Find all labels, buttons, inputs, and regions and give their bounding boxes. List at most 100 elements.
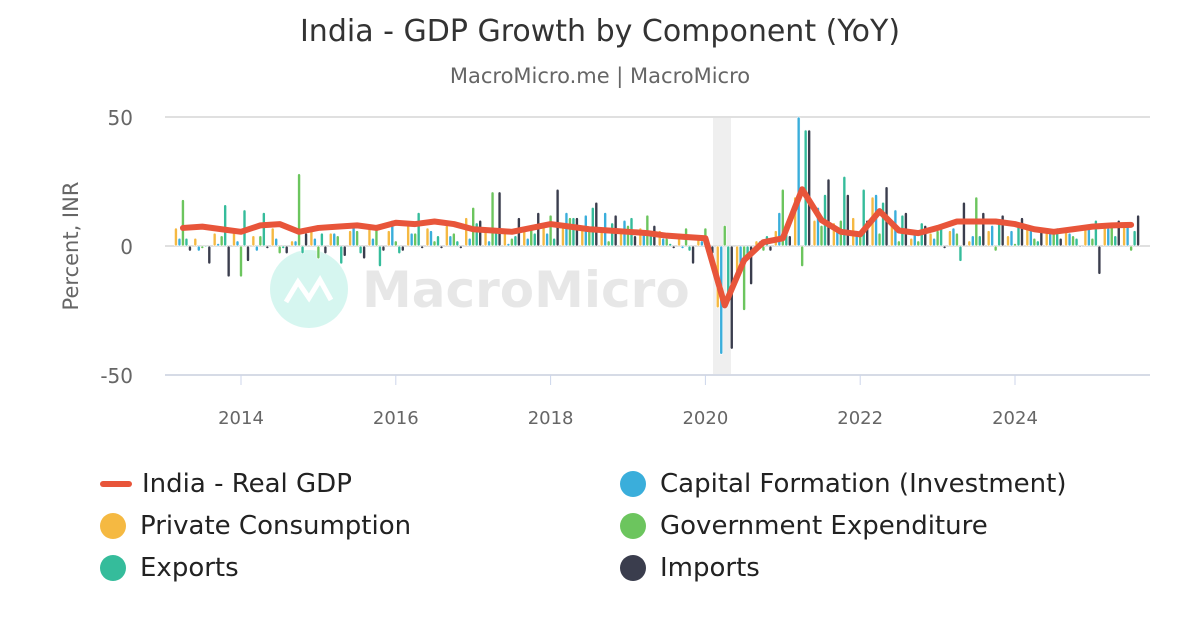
bar-capital-formation-investment- [467, 237, 472, 247]
bar-capital-formation-investment- [525, 237, 530, 247]
bar-government-expenditure [510, 237, 514, 247]
watermark-logo-mark [283, 275, 334, 304]
bar-private-consumption [522, 230, 527, 247]
bar-imports [207, 245, 212, 265]
bar-capital-formation-investment- [951, 227, 956, 247]
x-tick-label: 2020 [682, 408, 728, 429]
bar-government-expenditure [393, 240, 398, 247]
legend-label: Imports [660, 553, 760, 583]
bar-exports [532, 232, 537, 247]
bar-exports [474, 222, 479, 247]
bar-imports [246, 245, 250, 262]
bar-private-consumption [445, 225, 449, 247]
legend-item[interactable]: India - Real GDP [100, 469, 352, 499]
bar-government-expenditure [993, 245, 998, 252]
bar-exports [881, 201, 885, 247]
bar-imports [807, 129, 811, 247]
bar-capital-formation-investment- [313, 237, 317, 247]
bar-private-consumption [270, 227, 275, 247]
bar-government-expenditure [297, 173, 301, 247]
bar-government-expenditure [1090, 237, 1095, 247]
bar-capital-formation-investment- [429, 230, 433, 247]
legend-label: India - Real GDP [142, 469, 352, 499]
bar-imports [478, 219, 483, 247]
bar-exports [1074, 237, 1079, 247]
bar-imports [787, 235, 792, 247]
bar-government-expenditure [277, 245, 282, 255]
bar-private-consumption [251, 235, 256, 247]
legend-item[interactable]: Government Expenditure [620, 511, 988, 541]
y-axis-label: Percent, INR [59, 182, 83, 311]
bar-exports [378, 245, 382, 267]
chart-title: India - GDP Growth by Component (YoY) [299, 14, 901, 49]
bar-exports [513, 235, 518, 247]
bar-capital-formation-investment- [545, 232, 549, 247]
legend-item[interactable]: Private Consumption [100, 511, 411, 541]
legend-label: Capital Formation (Investment) [660, 469, 1067, 499]
bar-exports [455, 240, 460, 247]
bar-exports [552, 237, 556, 247]
legend-item[interactable]: Imports [620, 553, 760, 583]
bar-government-expenditure [568, 217, 572, 247]
bar-capital-formation-investment- [506, 243, 511, 247]
bar-government-expenditure [626, 225, 630, 247]
bar-government-expenditure [452, 232, 456, 247]
bar-private-consumption [967, 240, 972, 247]
bar-imports [555, 188, 560, 247]
bar-exports [1132, 230, 1137, 247]
bar-exports [204, 245, 208, 248]
bar-government-expenditure [1051, 232, 1056, 247]
watermark: MacroMicro [270, 250, 690, 328]
bar-imports [1078, 245, 1082, 248]
bar-government-expenditure [1129, 245, 1133, 252]
bar-capital-formation-investment- [448, 235, 453, 247]
legend-swatch [100, 555, 126, 581]
bar-government-expenditure [1032, 237, 1037, 247]
bar-private-consumption [290, 240, 294, 247]
bar-government-expenditure [955, 232, 959, 247]
bar-capital-formation-investment- [1048, 232, 1052, 247]
x-tick-label: 2024 [992, 408, 1038, 429]
bar-private-consumption [386, 230, 391, 247]
bar-imports [1058, 237, 1063, 247]
bar-imports [323, 245, 328, 255]
chart-subtitle: MacroMicro.me | MacroMicro [449, 64, 751, 88]
bar-government-expenditure [355, 230, 359, 247]
bar-government-expenditure [548, 214, 553, 247]
bar-exports [939, 227, 943, 247]
bar-imports [439, 245, 444, 249]
bar-exports [281, 245, 286, 249]
bar-capital-formation-investment- [1106, 227, 1111, 247]
bar-private-consumption [986, 230, 991, 247]
bar-exports [668, 243, 673, 247]
x-tick-label: 2014 [218, 408, 264, 429]
legend-item[interactable]: Exports [100, 553, 239, 583]
bar-private-consumption [1006, 235, 1010, 247]
bar-exports [610, 222, 614, 247]
legend-swatch [620, 513, 646, 539]
y-tick-label: 50 [108, 106, 133, 130]
bar-government-expenditure [877, 232, 882, 247]
legend-swatch [100, 481, 132, 487]
legend-item[interactable]: Capital Formation (Investment) [620, 469, 1066, 499]
bar-exports [184, 237, 189, 247]
bar-private-consumption [464, 217, 469, 247]
bar-imports [226, 245, 231, 278]
bar-capital-formation-investment- [487, 240, 491, 247]
bar-private-consumption [348, 230, 352, 247]
bar-imports [1097, 245, 1102, 275]
bar-exports [977, 235, 982, 247]
bar-capital-formation-investment- [680, 245, 685, 249]
bar-imports [188, 245, 192, 252]
bar-exports [571, 217, 576, 247]
bar-government-expenditure [664, 237, 669, 247]
bar-private-consumption [948, 230, 952, 247]
bar-exports [861, 188, 866, 247]
bar-private-consumption [212, 232, 217, 247]
bar-government-expenditure [316, 245, 321, 260]
bar-exports [223, 204, 227, 247]
bar-exports [300, 245, 305, 255]
bar-government-expenditure [181, 199, 185, 247]
bar-imports [671, 245, 676, 249]
